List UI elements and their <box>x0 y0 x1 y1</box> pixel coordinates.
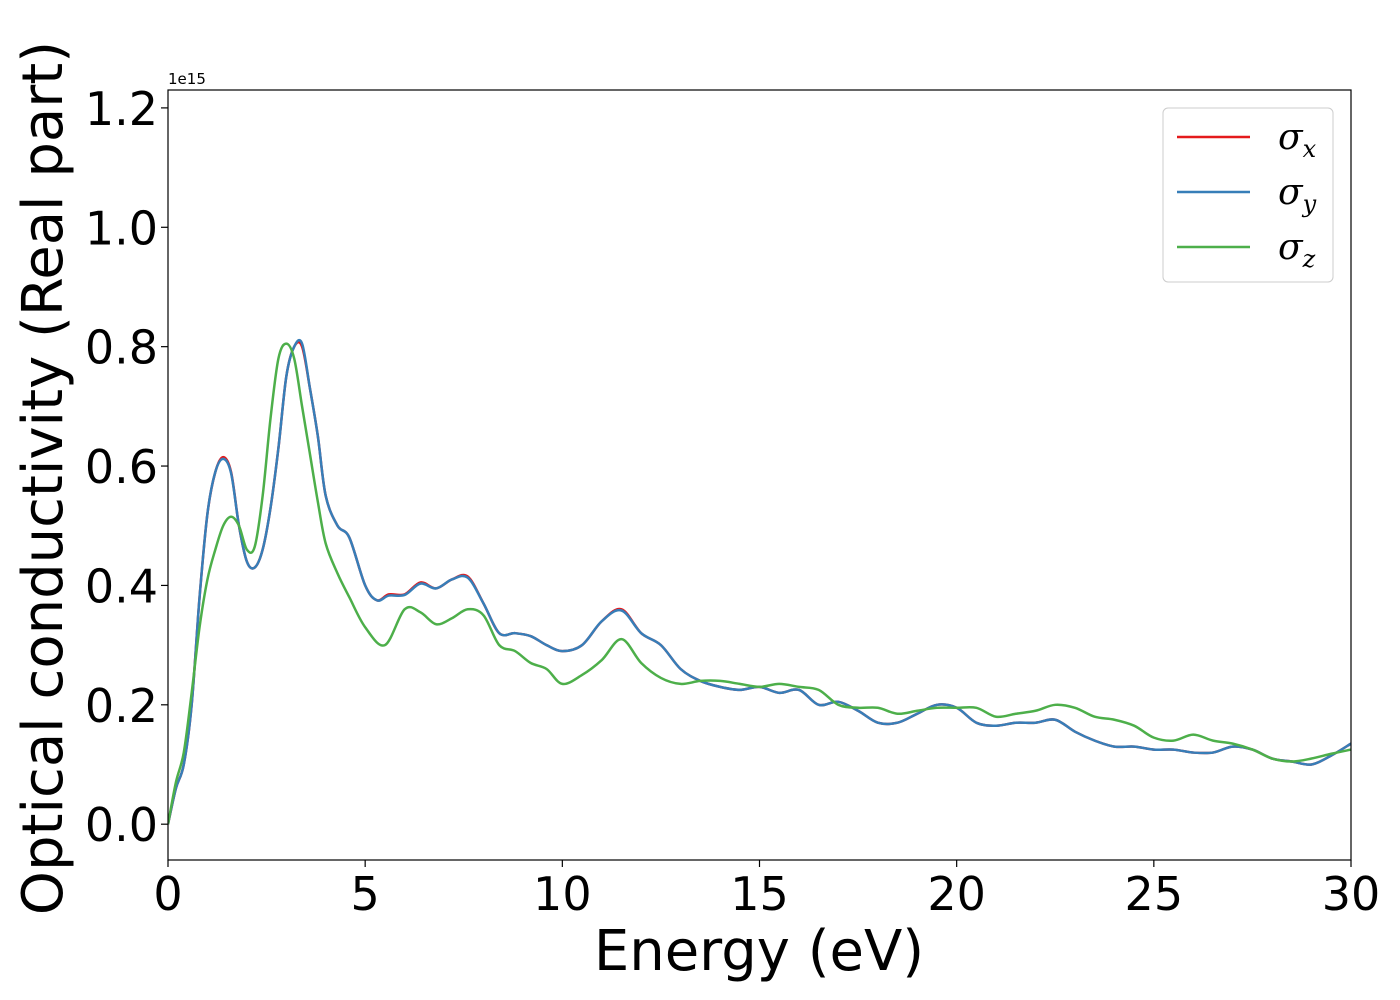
legend-box <box>1162 107 1334 283</box>
x-axis: 0 5 10 15 20 25 30 <box>153 860 1380 921</box>
y-axis-title: Optical conductivity (Real part) <box>11 41 76 915</box>
series-line-y <box>168 338 1351 825</box>
legend-symbol: σ <box>1278 117 1304 158</box>
legend-symbol: σ <box>1278 227 1304 268</box>
x-axis-title: Energy (eV) <box>594 919 924 984</box>
y-axis: 0.0 0.2 0.4 0.6 0.8 1.0 1.2 <box>85 82 168 852</box>
y-tick-label: 1.0 <box>85 201 158 255</box>
y-tick-label: 0.4 <box>85 559 158 613</box>
series-line-z <box>168 342 1351 825</box>
x-tick-label: 20 <box>927 867 986 921</box>
legend-label-x: σx <box>1278 117 1317 163</box>
legend-subscript: x <box>1303 135 1317 163</box>
y-tick-label: 0.0 <box>85 798 158 852</box>
y-tick-label: 0.2 <box>85 679 158 733</box>
legend-symbol: σ <box>1278 172 1304 213</box>
legend-label-z: σz <box>1278 227 1316 273</box>
legend-subscript: y <box>1302 190 1317 218</box>
x-tick-label: 10 <box>533 867 592 921</box>
x-tick-label: 5 <box>351 867 380 921</box>
legend-subscript: z <box>1302 245 1316 273</box>
x-tick-label: 25 <box>1125 867 1184 921</box>
x-tick-label: 15 <box>730 867 789 921</box>
legend-label-y: σy <box>1278 172 1317 218</box>
x-tick-label: 30 <box>1322 867 1381 921</box>
x-tick-label: 0 <box>153 867 182 921</box>
y-tick-label: 1.2 <box>85 82 158 136</box>
y-tick-label: 0.6 <box>85 440 158 494</box>
plot-lines <box>168 338 1351 825</box>
y-tick-label: 0.8 <box>85 321 158 375</box>
offset-text: 1e15 <box>168 70 206 88</box>
